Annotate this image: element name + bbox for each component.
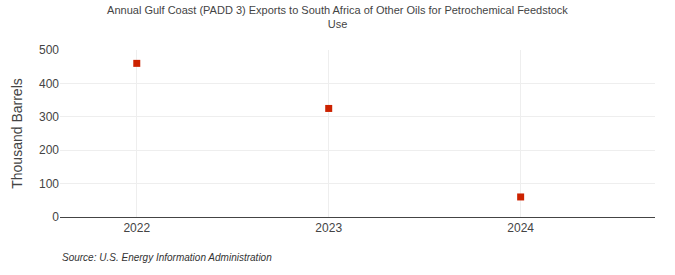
svg-text:Annual Gulf Coast (PADD 3) Exp: Annual Gulf Coast (PADD 3) Exports to So… [107,4,568,30]
svg-text:Source: U.S. Energy Informatio: Source: U.S. Energy Information Administ… [62,252,272,263]
svg-text:2023: 2023 [315,221,342,235]
svg-text:300: 300 [39,110,59,124]
svg-text:400: 400 [39,77,59,91]
svg-text:Thousand Barrels: Thousand Barrels [9,78,25,189]
svg-text:200: 200 [39,143,59,157]
svg-text:0: 0 [52,210,59,224]
svg-text:500: 500 [39,43,59,57]
svg-text:100: 100 [39,177,59,191]
svg-text:2022: 2022 [123,221,150,235]
svg-text:2024: 2024 [507,221,534,235]
